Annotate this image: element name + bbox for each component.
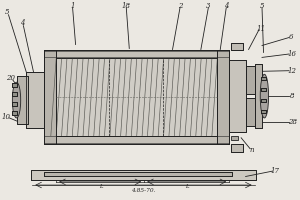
- Bar: [246, 66, 255, 94]
- Bar: [17, 76, 28, 124]
- Bar: [44, 50, 229, 144]
- Text: 12: 12: [288, 67, 297, 75]
- Text: 2: 2: [178, 2, 182, 10]
- Text: 16: 16: [287, 50, 296, 58]
- Bar: [261, 110, 266, 113]
- Bar: [261, 77, 266, 80]
- Bar: [246, 66, 255, 94]
- Bar: [12, 92, 17, 96]
- Text: L: L: [99, 184, 102, 189]
- Text: n: n: [249, 146, 254, 154]
- Text: 3: 3: [206, 2, 211, 10]
- Bar: [44, 50, 56, 144]
- Ellipse shape: [260, 74, 269, 118]
- Bar: [12, 102, 17, 106]
- Bar: [261, 77, 266, 80]
- Text: 18: 18: [122, 2, 131, 10]
- Bar: [246, 98, 255, 126]
- Text: 10: 10: [2, 113, 11, 121]
- Bar: [229, 60, 246, 132]
- Text: 1: 1: [70, 2, 75, 10]
- Bar: [231, 144, 243, 152]
- Text: 8: 8: [290, 92, 295, 100]
- Bar: [17, 76, 28, 124]
- Text: L: L: [185, 184, 189, 189]
- Ellipse shape: [12, 82, 21, 118]
- Text: 4: 4: [20, 19, 25, 27]
- Bar: [217, 50, 229, 144]
- Text: 5: 5: [260, 2, 264, 10]
- Bar: [261, 110, 266, 113]
- Bar: [44, 50, 56, 144]
- Bar: [44, 50, 229, 58]
- Bar: [44, 172, 232, 176]
- Bar: [261, 88, 266, 91]
- Bar: [231, 43, 243, 50]
- Text: 5: 5: [5, 8, 10, 16]
- Bar: [261, 99, 266, 102]
- Bar: [217, 50, 229, 144]
- Bar: [261, 88, 266, 91]
- Text: 17: 17: [270, 167, 279, 175]
- Text: 11: 11: [256, 25, 266, 33]
- Bar: [261, 99, 266, 102]
- Bar: [12, 83, 17, 87]
- Bar: [229, 60, 246, 132]
- Bar: [12, 83, 17, 87]
- Bar: [231, 144, 243, 152]
- Bar: [255, 64, 262, 128]
- Bar: [26, 72, 44, 128]
- Text: 28: 28: [288, 118, 297, 126]
- Bar: [12, 111, 17, 115]
- Bar: [44, 172, 232, 176]
- Bar: [31, 170, 256, 180]
- Bar: [246, 98, 255, 126]
- Bar: [255, 64, 262, 128]
- Bar: [12, 111, 17, 115]
- Text: 4: 4: [224, 2, 229, 10]
- Bar: [56, 58, 217, 136]
- Bar: [26, 72, 44, 128]
- Text: 20: 20: [6, 74, 15, 82]
- Bar: [31, 170, 256, 180]
- Bar: [231, 136, 238, 140]
- Bar: [44, 136, 229, 144]
- Bar: [12, 102, 17, 106]
- Text: 4.85-70.: 4.85-70.: [131, 188, 156, 193]
- Text: 6: 6: [289, 33, 293, 41]
- Bar: [231, 43, 243, 50]
- Bar: [44, 50, 229, 144]
- Bar: [12, 92, 17, 96]
